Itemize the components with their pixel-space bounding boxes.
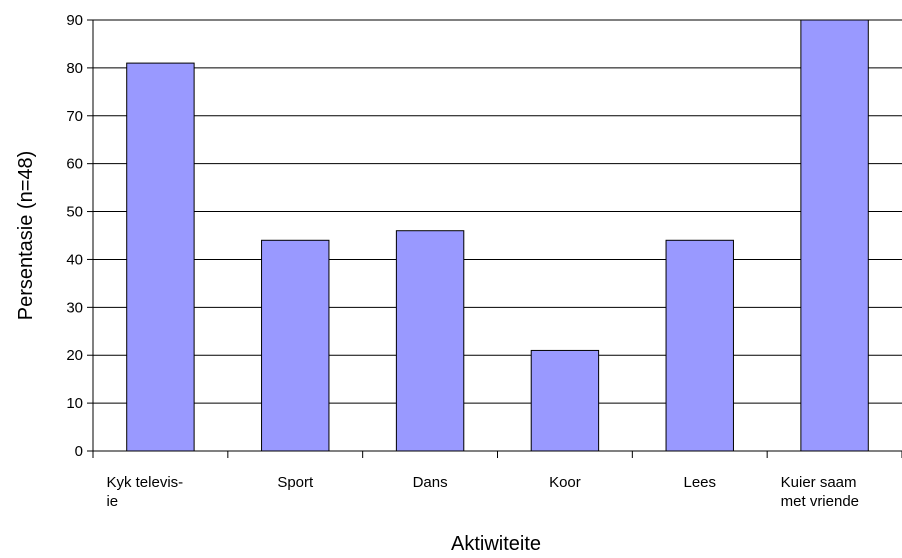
y-tick-label: 80 (66, 60, 83, 77)
bars (126, 19, 869, 452)
y-tick-label: 90 (66, 12, 83, 29)
bar (800, 19, 869, 452)
x-category-labels: Kyk televis-ie Sport Dans Koor Lees Kuier saa… (106, 474, 859, 510)
x-category-label: Koor (549, 474, 581, 491)
y-tick-label: 60 (66, 156, 83, 173)
y-tick-label: 70 (66, 108, 83, 125)
bar (126, 62, 195, 452)
y-tick-label: 10 (66, 395, 83, 412)
x-category-label: Kyk televis-ie (106, 474, 183, 510)
y-axis-title: Persentasie (n=48) (15, 151, 37, 321)
x-category-label: Lees (683, 474, 716, 491)
y-tick-label: 50 (66, 204, 83, 221)
grid-lines (93, 19, 902, 404)
y-tick-label: 30 (66, 299, 83, 316)
axes (87, 19, 902, 458)
y-tick-labels: 0 10 20 30 40 50 60 70 80 90 (66, 12, 83, 460)
y-tick-label: 40 (66, 251, 83, 268)
x-axis-title: Aktiwiteite (451, 533, 541, 555)
x-category-label: Kuier saam met vriende (781, 474, 859, 510)
bar (665, 239, 734, 452)
x-category-label: Sport (277, 474, 314, 491)
y-tick-label: 0 (75, 443, 83, 460)
bar (261, 239, 330, 452)
bar (530, 349, 600, 452)
x-category-label: Dans (413, 474, 448, 491)
y-tick-label: 20 (66, 347, 83, 364)
bar (395, 230, 465, 452)
